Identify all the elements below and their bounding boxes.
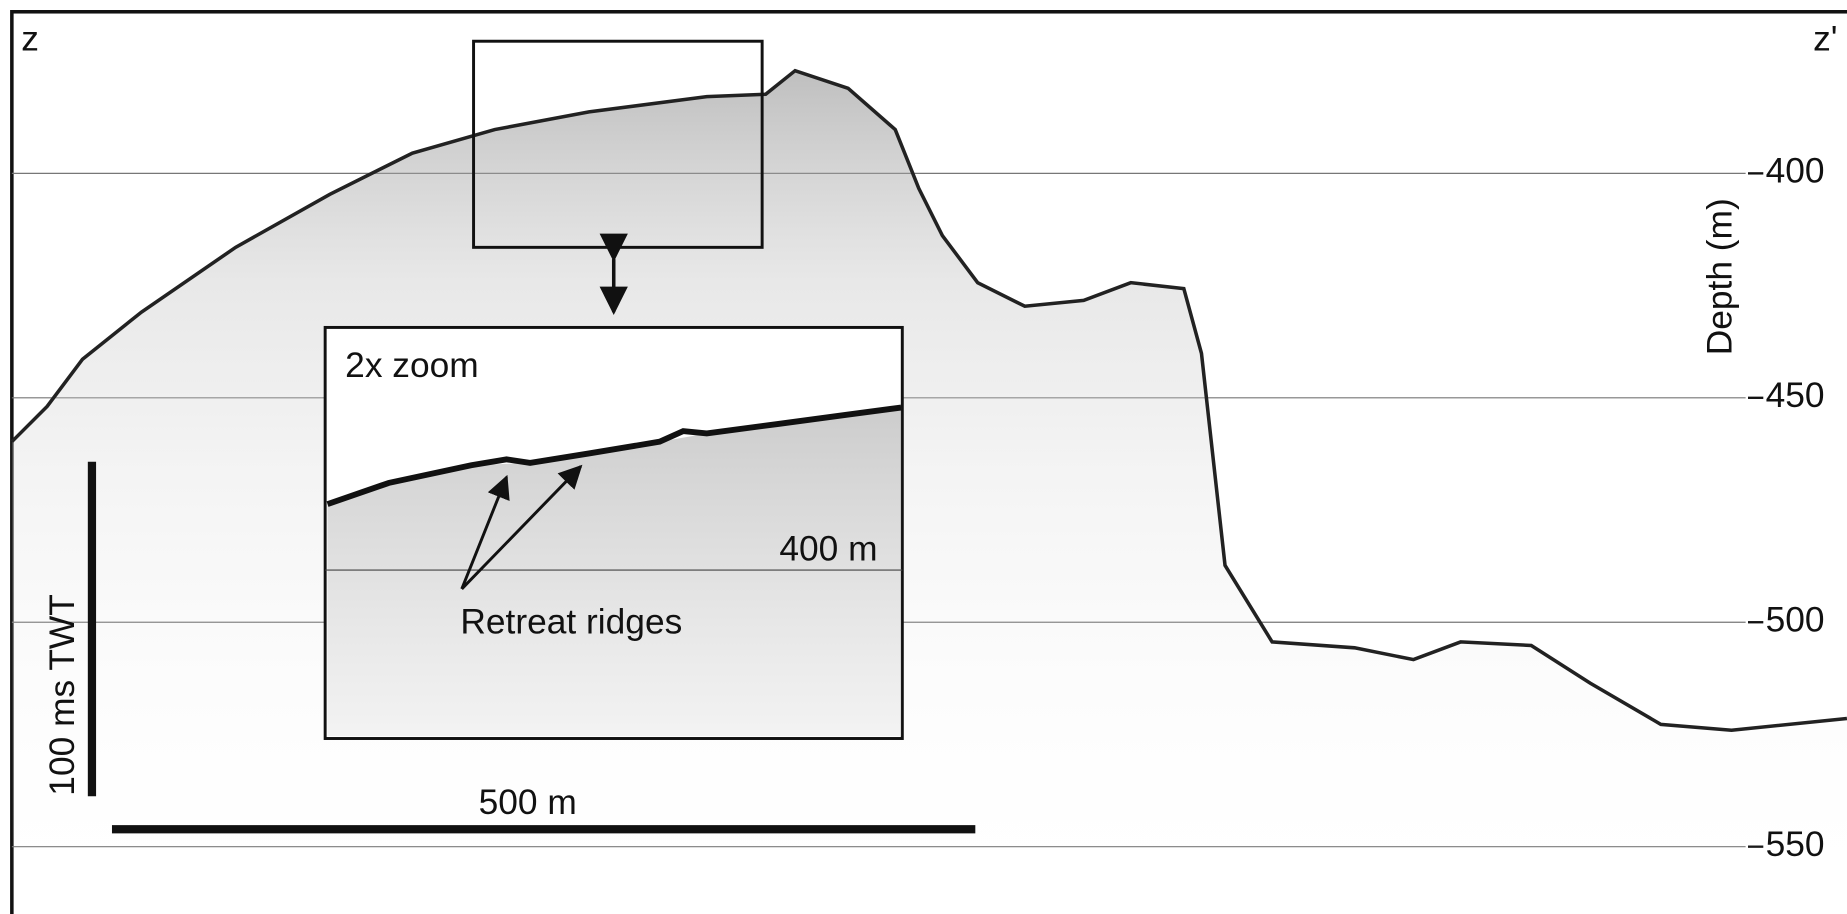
depth-tick-label: 400 bbox=[1766, 152, 1825, 191]
inset-fill bbox=[327, 407, 902, 737]
depth-tick-label: 450 bbox=[1766, 376, 1825, 415]
ridge-arrow bbox=[460, 474, 510, 590]
inset-reflector bbox=[326, 404, 902, 507]
ridge-arrow bbox=[460, 464, 583, 590]
depth-tick-label: 550 bbox=[1766, 825, 1825, 864]
seafloor-reflector bbox=[10, 68, 1847, 733]
depth-axis-label: Depth (m) bbox=[1700, 198, 1739, 355]
start-label: z bbox=[21, 20, 39, 59]
vertical-scale-label: 100 ms TWT bbox=[43, 594, 82, 796]
end-label: z' bbox=[1813, 20, 1837, 59]
depth-tick-label: 500 bbox=[1766, 601, 1825, 640]
zoom-label: 2x zoom bbox=[345, 346, 479, 385]
sediment-fill bbox=[11, 70, 1847, 914]
inset-depth-label: 400 m bbox=[779, 530, 877, 569]
horizontal-scale-label: 500 m bbox=[479, 783, 577, 822]
ridges-label: Retreat ridges bbox=[460, 603, 682, 642]
